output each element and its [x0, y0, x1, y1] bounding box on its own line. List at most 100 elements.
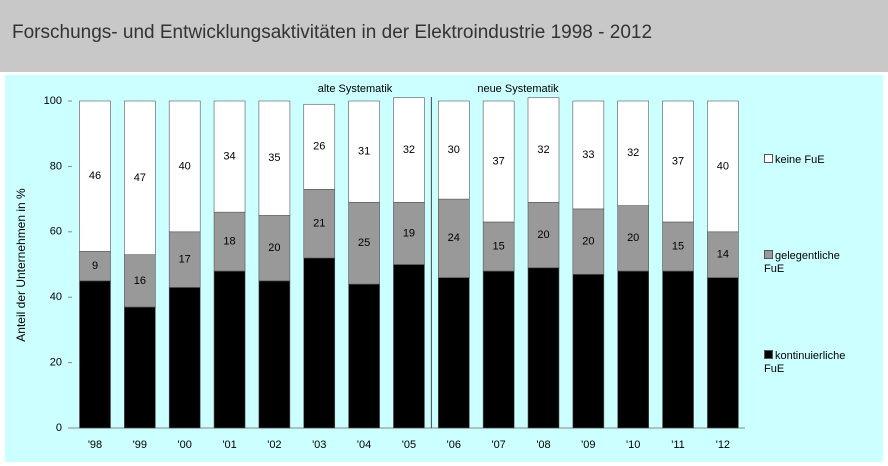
bar-segment: [662, 270, 694, 429]
bar-segment: [662, 221, 694, 272]
data-label: 37: [134, 361, 146, 373]
data-label: 32: [403, 144, 415, 156]
bar-segment: [482, 100, 515, 223]
bar-segment: [572, 100, 605, 210]
data-label: 49: [537, 342, 549, 354]
bar-segment: [124, 306, 156, 429]
x-tick-label: '06: [447, 439, 461, 451]
bar-segment: [79, 100, 111, 252]
bar-segment: [303, 188, 336, 259]
annotation: neue Systematik: [477, 83, 559, 95]
bar-segment: [258, 215, 291, 282]
bar-segment: [213, 100, 246, 213]
data-label: 48: [672, 343, 684, 355]
x-tick-label: '12: [716, 439, 730, 451]
data-label: 40: [179, 160, 191, 172]
data-label: 9: [92, 260, 98, 272]
data-label: 37: [672, 155, 684, 167]
data-label: 33: [582, 149, 594, 161]
x-tick-label: '04: [357, 439, 371, 451]
data-label: 15: [493, 240, 505, 252]
bar-segment: [303, 103, 336, 190]
x-tick-label: '01: [222, 439, 236, 451]
bar-segment: [348, 100, 380, 203]
x-tick-label: '11: [671, 439, 685, 451]
legend-label: kontinuierliche FuE: [764, 350, 846, 375]
x-tick-label: '98: [88, 439, 102, 451]
legend-swatch: [764, 250, 773, 259]
data-label: 20: [268, 242, 280, 254]
data-label: 48: [627, 343, 639, 355]
data-label: 20: [537, 229, 549, 241]
data-label: 47: [582, 345, 594, 357]
x-tick-label: '07: [491, 439, 505, 451]
legend-swatch: [764, 154, 773, 163]
data-label: 20: [627, 232, 639, 244]
data-label: 17: [179, 254, 191, 266]
data-label: 40: [717, 160, 729, 172]
bar-segment: [124, 254, 156, 308]
data-label: 45: [268, 348, 280, 360]
legend-entry: gelegentliche FuE: [764, 250, 859, 276]
data-label: 46: [89, 170, 101, 182]
bar-segment: [527, 202, 560, 269]
data-label: 25: [358, 237, 370, 249]
x-tick-label: '09: [581, 439, 595, 451]
data-label: 35: [268, 152, 280, 164]
bar-segment: [707, 277, 739, 429]
data-label: 48: [223, 343, 235, 355]
bar-segment: [348, 202, 380, 285]
data-label: 24: [448, 232, 460, 244]
y-tick-label: 40: [50, 291, 62, 303]
legend-swatch: [764, 350, 773, 359]
data-label: 32: [627, 147, 639, 159]
header: Forschungs- und Entwicklungsaktivitäten …: [0, 0, 888, 72]
data-label: 48: [493, 343, 505, 355]
data-label: 37: [493, 155, 505, 167]
data-label: 16: [134, 275, 146, 287]
data-label: 30: [448, 144, 460, 156]
y-tick-label: 0: [56, 422, 62, 434]
x-tick-label: '05: [402, 439, 416, 451]
bar-segment: [617, 205, 650, 272]
bar-segment: [393, 97, 425, 203]
y-tick-label: 60: [50, 226, 62, 238]
x-tick-label: '03: [312, 439, 326, 451]
data-label: 46: [448, 347, 460, 359]
data-label: 26: [313, 141, 325, 153]
bar-segment: [168, 100, 201, 233]
legend-entry: keine FuE: [764, 154, 859, 167]
legend-label: keine FuE: [775, 154, 825, 166]
data-label: 44: [358, 350, 370, 362]
bar-segment: [213, 270, 246, 429]
legend-entry: kontinuierliche FuE: [764, 350, 859, 376]
bar-segment: [168, 231, 201, 288]
data-label: 45: [89, 348, 101, 360]
x-tick-label: '08: [536, 439, 550, 451]
bar-segment: [662, 100, 694, 223]
bar-segment: [437, 198, 470, 278]
data-label: 50: [403, 340, 415, 352]
data-label: 52: [313, 337, 325, 349]
x-tick-label: '02: [267, 439, 281, 451]
legend-label: gelegentliche FuE: [764, 250, 840, 275]
bar-segment: [303, 257, 336, 429]
bar-segment: [572, 274, 605, 429]
data-label: 18: [223, 236, 235, 248]
x-tick-label: '00: [178, 439, 192, 451]
x-tick-label: '10: [626, 439, 640, 451]
bar-segment: [572, 208, 605, 275]
data-label: 32: [537, 144, 549, 156]
data-label: 47: [134, 172, 146, 184]
bar-segment: [79, 280, 111, 429]
bar-segment: [707, 231, 739, 278]
bar-segment: [213, 211, 246, 272]
chart-title: Forschungs- und Entwicklungsaktivitäten …: [12, 22, 653, 43]
data-label: 21: [313, 218, 325, 230]
bar-segment: [617, 100, 650, 206]
y-tick-label: 20: [50, 357, 62, 369]
bar-segment: [482, 270, 515, 429]
bar-segment: [79, 251, 111, 282]
bar-segment: [348, 283, 380, 429]
